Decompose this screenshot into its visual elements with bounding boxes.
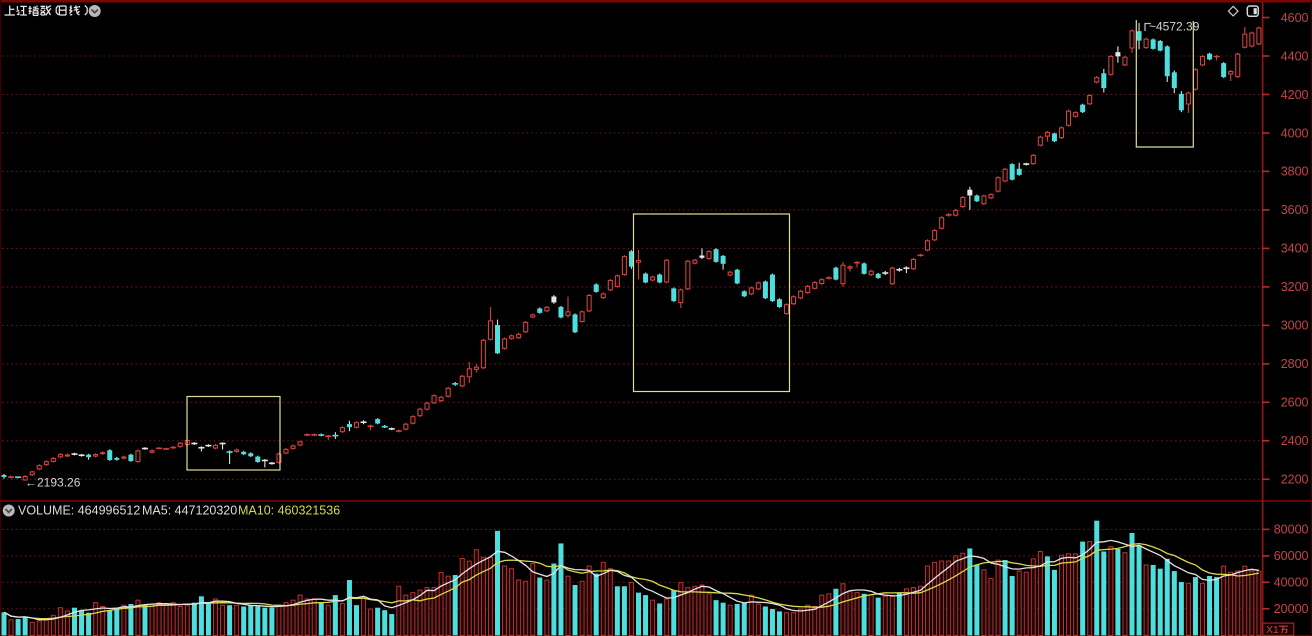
svg-text:MA10: 460321536: MA10: 460321536 [238,504,340,518]
svg-text:4400: 4400 [1281,49,1309,63]
svg-text:MA5: 447120320: MA5: 447120320 [142,504,237,518]
svg-text:80000: 80000 [1274,523,1309,537]
svg-text:40000: 40000 [1274,576,1309,590]
svg-text:2200: 2200 [1281,473,1309,487]
svg-text:4000: 4000 [1281,126,1309,140]
svg-text:20000: 20000 [1274,602,1309,616]
svg-text:~4572.39: ~4572.39 [1149,20,1200,34]
svg-text:4200: 4200 [1281,88,1309,102]
svg-text:X1: X1 [1266,624,1279,636]
svg-text:3600: 3600 [1281,203,1309,217]
svg-text:VOLUME: 464996512: VOLUME: 464996512 [18,504,140,518]
svg-text:3200: 3200 [1281,280,1309,294]
svg-text:2800: 2800 [1281,357,1309,371]
svg-text:2600: 2600 [1281,396,1309,410]
svg-text:60000: 60000 [1274,549,1309,563]
svg-text:←2193.26: ←2193.26 [25,476,81,490]
svg-text:3000: 3000 [1281,319,1309,333]
svg-text:3400: 3400 [1281,242,1309,256]
svg-text:4600: 4600 [1281,11,1309,25]
svg-text:3800: 3800 [1281,165,1309,179]
svg-text:2400: 2400 [1281,434,1309,448]
